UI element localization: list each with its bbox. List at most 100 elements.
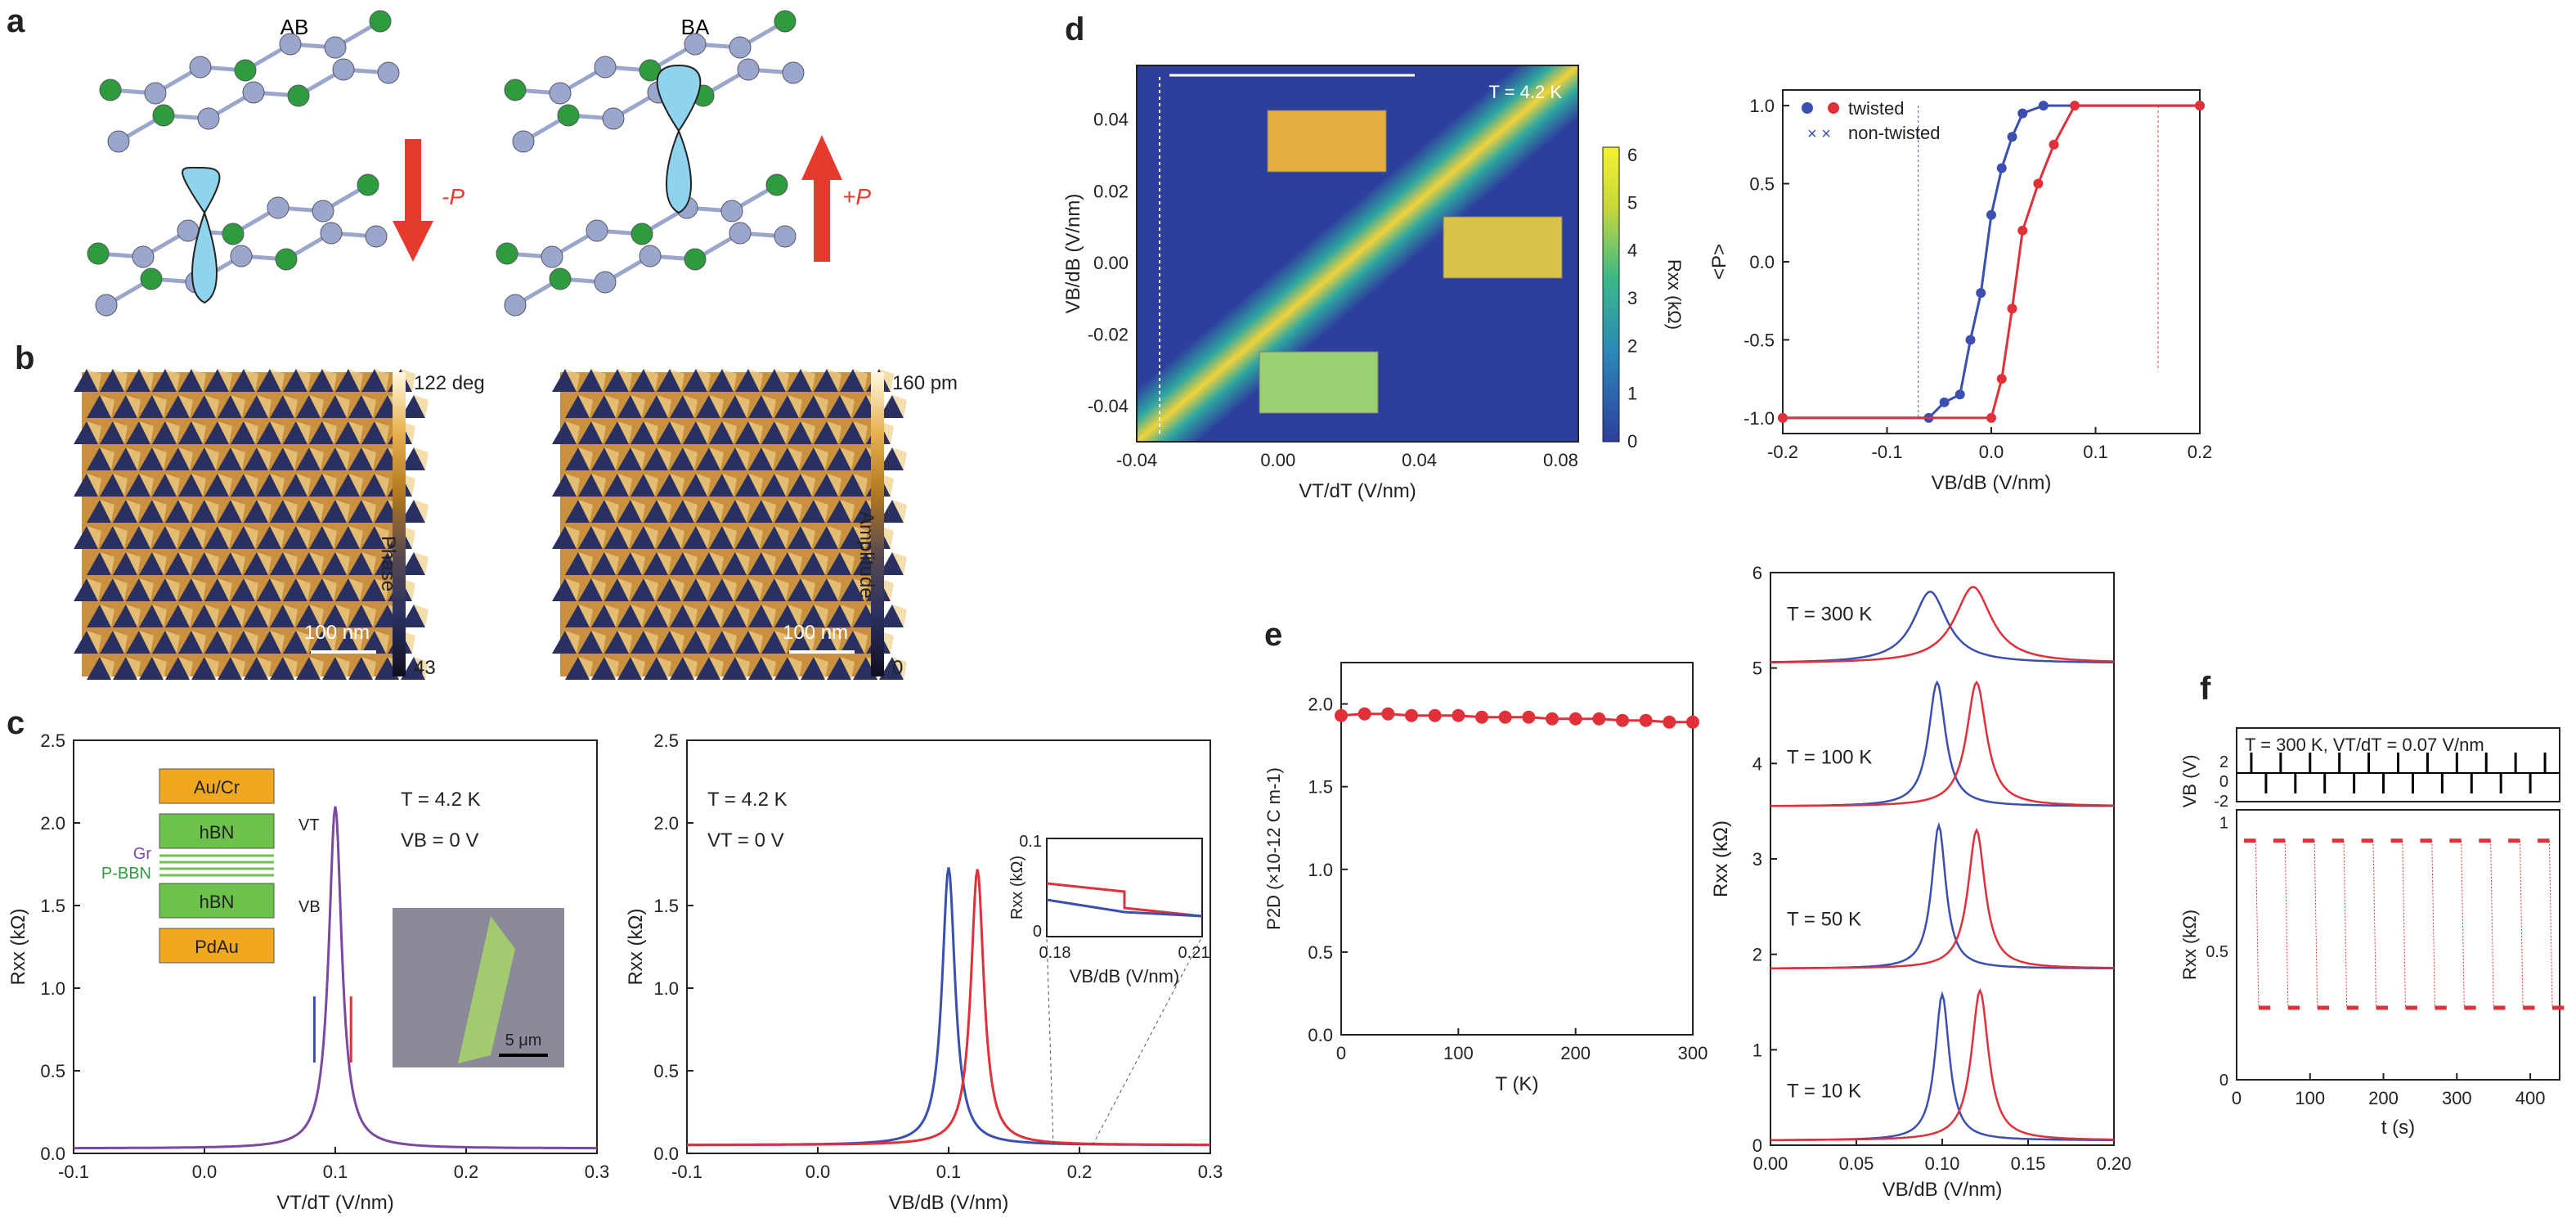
afm-domain [257,447,272,470]
gr-label: Gr [133,845,152,863]
bn-atom [177,219,200,242]
afm-domain [361,369,386,392]
afm-domain [657,395,671,418]
afm-domain [283,605,298,627]
afm-domain [139,526,154,549]
x-axis-label: VB/dB (V/nm) [889,1192,1009,1214]
series-line [1770,987,2114,1141]
data-point [1965,335,1976,345]
afm-domain [604,631,629,654]
afm-domain [735,395,750,418]
afm-domain [735,605,750,627]
afm-domain [87,447,111,470]
afm-domain [165,578,180,601]
x-tick-label: 200 [1560,1043,1591,1063]
afm-domain [735,526,760,549]
afm-domain [631,447,645,470]
bn-atom [279,33,302,56]
afm-domain [348,552,373,575]
afm-domain [840,526,864,549]
afm-domain [722,657,747,680]
afm-domain [591,395,616,418]
afm-domain [296,552,321,575]
afm-domain [244,500,268,523]
plot-frame [1770,572,2115,1146]
afm-domain [231,395,245,418]
afm-domain [552,631,577,654]
afm-domain [152,578,177,601]
afm-domain [657,578,681,601]
rxx-transition [2461,840,2465,1009]
afm-domain [139,395,164,418]
afm-domain [113,552,137,575]
x-tick-label: 0.0 [1979,442,2004,462]
afm-domain [100,578,124,601]
afm-domain [348,526,363,549]
afm-domain [414,657,429,680]
bn-atom [720,200,743,222]
afm-domain [565,605,590,627]
colorbar-tick: 5 [1627,192,1637,213]
afm-domain [644,395,668,418]
y-tick-label: 0.0 [40,1144,65,1164]
series-line [1770,590,2114,663]
afm-domain [87,552,111,575]
afm-domain [696,447,720,470]
chart-f-switching: T = 300 K, VT/dT = 0.07 V/nm0 100 200 300 40… [2179,727,2565,1139]
y-tick-label: 2 [1752,945,1762,965]
afm-domain [348,474,363,497]
stacking-inset-icon [1443,216,1563,279]
afm-domain [578,395,593,418]
y-tick-label: 1.5 [1308,777,1333,798]
bn-atom [267,196,289,219]
afm-domain [257,605,272,627]
afm-domain [591,605,616,627]
afm-domain [761,500,776,523]
bn-atom [242,81,265,104]
data-point [1568,712,1582,726]
afm-domain [591,500,616,523]
afm-domain [165,395,190,418]
colorbar-phase-max: 122 deg [414,372,485,394]
plus-p-label: +P [842,184,871,209]
afm-domain [152,447,167,470]
y-tick-label: 2.0 [1308,694,1333,715]
afm-domain [401,395,425,418]
afm-domain [591,552,616,575]
afm-domain [801,657,825,680]
afm-domain [139,605,164,627]
y-tick-label: 0.5 [1749,174,1775,195]
afm-domain [113,474,128,497]
bn-atom [586,219,608,242]
afm-domain [296,605,321,627]
series-line [1770,991,2114,1141]
afm-domain [204,631,229,654]
plot-frame [1782,89,2201,434]
afm-domain [696,474,711,497]
afm-domain [270,552,294,575]
afm-domain [218,578,232,601]
afm-domain [761,631,786,654]
afm-domain [591,369,606,392]
x-tick-label: 0.15 [2011,1153,2046,1174]
bn-atom [377,61,400,84]
afm-domain [709,447,724,470]
afm-domain [591,421,606,444]
colorbar-tick: 4 [1627,240,1637,261]
colorbar-phase-title: Phase [377,536,399,592]
afm-domain [814,474,838,497]
x-tick-label: 0.1 [936,1162,962,1182]
afm-domain [683,369,707,392]
afm-domain [231,526,255,549]
bn-atom [197,107,220,130]
afm-domain [827,421,841,444]
afm-domain [178,474,203,497]
afm-domain [191,657,216,680]
afm-domain [296,526,311,549]
lattice-figure: AB BA -P +P [87,10,871,317]
afm-domain [113,657,137,680]
afm-domain [178,369,203,392]
chart-e-curves: 0.00 0.05 0.10 0.15 0.20 0 1 2 3 4 5 6 VB/dB (V/nm) R… [1710,563,2131,1201]
scalebar-left [311,650,376,654]
afm-domain [552,474,577,497]
